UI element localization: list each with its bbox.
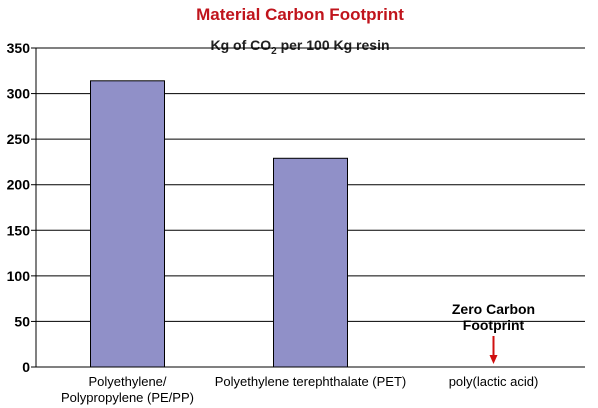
y-tick-label: 50 <box>14 313 30 329</box>
x-tick-label: poly(lactic acid) <box>449 374 539 389</box>
down-arrow-icon <box>489 355 498 364</box>
y-axis-ticks: 0 50 100 150 200 250 300 350 <box>7 40 36 375</box>
x-tick-label: Polyethylene terephthalate (PET) <box>215 374 407 389</box>
y-tick-label: 150 <box>7 222 31 238</box>
bar-0 <box>90 80 165 368</box>
chart-subtitle: Kg of CO2 per 100 Kg resin <box>210 37 389 57</box>
annotation-text: Zero Carbon <box>452 301 535 317</box>
y-tick-label: 250 <box>7 131 31 147</box>
subtitle-prefix: Kg of CO <box>210 37 271 53</box>
bar-1 <box>273 157 348 368</box>
y-tick-label: 350 <box>7 40 31 56</box>
chart-title: Material Carbon Footprint <box>196 5 404 24</box>
x-tick-label: Polyethylene/ <box>88 374 166 389</box>
annotation-text: Footprint <box>463 317 525 333</box>
y-tick-label: 0 <box>22 359 30 375</box>
y-tick-label: 300 <box>7 86 31 102</box>
y-tick-label: 100 <box>7 268 31 284</box>
subtitle-suffix: per 100 Kg resin <box>277 37 390 53</box>
bars <box>90 80 348 368</box>
x-axis-labels: Polyethylene/Polypropylene (PE/PP) Polyet… <box>61 374 538 405</box>
subtitle-subscript: 2 <box>271 46 277 57</box>
y-tick-label: 200 <box>7 177 31 193</box>
x-tick-label: Polypropylene (PE/PP) <box>61 390 194 405</box>
